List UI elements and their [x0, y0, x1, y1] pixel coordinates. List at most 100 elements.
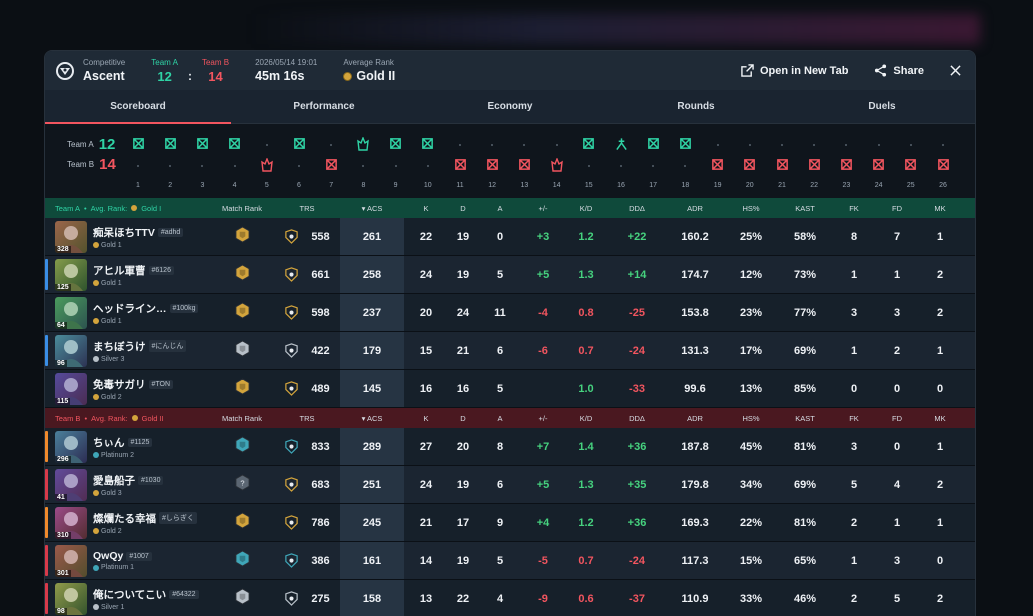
share-button[interactable]: Share: [874, 64, 924, 77]
player-name[interactable]: 俺についてこい: [93, 588, 167, 601]
round-number[interactable]: 2: [168, 182, 173, 189]
col-match-rank[interactable]: Match Rank: [221, 203, 263, 213]
col-kd[interactable]: K/D: [579, 203, 593, 213]
kast-value: 85%: [793, 382, 817, 395]
col-mk[interactable]: MK: [934, 203, 946, 213]
agent-avatar[interactable]: 41: [55, 468, 87, 501]
round-number[interactable]: 9: [393, 182, 398, 189]
player-row[interactable]: 41 愛島船子 #1030 Gold 3 ? 683 251 24 19 6: [45, 466, 975, 504]
col-acs[interactable]: ▾ ACS: [361, 203, 383, 213]
col-kast[interactable]: KAST: [795, 413, 815, 423]
round-number[interactable]: 4: [232, 182, 237, 189]
col-k[interactable]: K: [423, 203, 429, 213]
col-trs[interactable]: TRS: [299, 413, 315, 423]
col-a[interactable]: A: [497, 413, 503, 423]
player-row[interactable]: 125 アヒル軍曹 #6126 Gold 1 661 258 24 19 5: [45, 256, 975, 294]
player-name[interactable]: 愛島船子: [93, 474, 135, 487]
col-mk[interactable]: MK: [934, 413, 946, 423]
round-number[interactable]: 12: [488, 182, 497, 189]
col-plus-minus[interactable]: +/-: [538, 203, 548, 213]
col-kast[interactable]: KAST: [795, 203, 815, 213]
agent-avatar[interactable]: 98: [55, 582, 87, 615]
kills-value: 15: [419, 344, 433, 357]
round-number[interactable]: 11: [456, 182, 464, 189]
dda-value: +22: [627, 230, 647, 243]
player-row[interactable]: 96 まちぼうけ #にんじん Silver 3 422 179 15 21: [45, 332, 975, 370]
player-row[interactable]: 328 痴呆ほちTTV #adhd Gold 1 558 261 22 19: [45, 218, 975, 256]
player-name[interactable]: アヒル軍曹: [93, 264, 146, 277]
round-number[interactable]: 19: [713, 182, 722, 189]
player-row[interactable]: 301 QwQy #1007 Platinum 1 386 161 14 19: [45, 542, 975, 580]
col-adr[interactable]: ADR: [687, 203, 703, 213]
plus-minus-value: -5: [538, 554, 548, 567]
round-number[interactable]: 25: [906, 182, 915, 189]
round-number[interactable]: 1: [136, 182, 140, 189]
player-name[interactable]: 燦爛たる幸福: [93, 512, 156, 525]
col-d[interactable]: D: [460, 413, 466, 423]
player-row[interactable]: 64 ヘッドライン… #100kg Gold 1 598 237 20 24: [45, 294, 975, 332]
tab-economy[interactable]: Economy: [487, 101, 533, 112]
agent-avatar[interactable]: 115: [55, 372, 87, 405]
rank-icon: [93, 564, 99, 571]
round-number[interactable]: 7: [329, 182, 334, 189]
player-row[interactable]: 296 ちぃん #1125 Platinum 2 833 289 27 20: [45, 428, 975, 466]
player-name[interactable]: ちぃん: [93, 436, 125, 449]
col-kd[interactable]: K/D: [579, 413, 593, 423]
col-a[interactable]: A: [497, 203, 503, 213]
col-fk[interactable]: FK: [849, 413, 859, 423]
col-adr[interactable]: ADR: [687, 413, 703, 423]
col-dda[interactable]: DDΔ: [629, 413, 645, 423]
agent-avatar[interactable]: 301: [55, 544, 87, 577]
agent-avatar[interactable]: 64: [55, 296, 87, 329]
round-number[interactable]: 26: [939, 182, 947, 189]
player-row[interactable]: 115 免毒サガリ #TON Gold 2 489 145 16 16 5: [45, 370, 975, 408]
player-name[interactable]: まちぼうけ: [93, 340, 146, 353]
player-row[interactable]: 310 燦爛たる幸福 #しらぎく Gold 2 786 245 21 17: [45, 504, 975, 542]
round-number[interactable]: 23: [842, 182, 851, 189]
round-number[interactable]: 13: [520, 182, 529, 189]
col-fk[interactable]: FK: [849, 203, 859, 213]
col-dda[interactable]: DDΔ: [629, 203, 645, 213]
player-name[interactable]: QwQy: [93, 550, 124, 562]
round-number[interactable]: 17: [649, 182, 658, 189]
col-match-rank[interactable]: Match Rank: [221, 413, 263, 423]
col-plus-minus[interactable]: +/-: [538, 413, 548, 423]
col-fd[interactable]: FD: [892, 413, 902, 423]
round-number[interactable]: 5: [264, 182, 269, 189]
round-number[interactable]: 10: [423, 182, 432, 189]
round-number[interactable]: 18: [681, 182, 690, 189]
agent-avatar[interactable]: 310: [55, 506, 87, 539]
col-acs[interactable]: ▾ ACS: [361, 413, 383, 423]
col-k[interactable]: K: [423, 413, 429, 423]
tab-scoreboard[interactable]: Scoreboard: [45, 90, 231, 124]
agent-avatar[interactable]: 328: [55, 220, 87, 253]
round-number[interactable]: 8: [361, 182, 366, 189]
agent-avatar[interactable]: 125: [55, 258, 87, 291]
player-name[interactable]: ヘッドライン…: [93, 302, 167, 315]
agent-avatar[interactable]: 296: [55, 430, 87, 463]
round-number[interactable]: 16: [617, 182, 625, 189]
col-hs[interactable]: HS%: [742, 203, 760, 213]
open-new-tab-button[interactable]: Open in New Tab: [741, 64, 848, 77]
round-number[interactable]: 14: [552, 182, 561, 189]
round-number[interactable]: 22: [810, 182, 819, 189]
col-trs[interactable]: TRS: [299, 203, 315, 213]
player-row[interactable]: 98 俺についてこい #64322 Silver 1 275 158 13 22: [45, 580, 975, 616]
round-number[interactable]: 21: [778, 182, 786, 189]
round-number[interactable]: 3: [200, 182, 205, 189]
col-d[interactable]: D: [460, 203, 466, 213]
agent-avatar[interactable]: 96: [55, 334, 87, 367]
col-hs[interactable]: HS%: [742, 413, 760, 423]
round-number[interactable]: 20: [745, 182, 754, 189]
round-placeholder-dot: [909, 144, 912, 146]
round-number[interactable]: 24: [874, 182, 883, 189]
tab-rounds[interactable]: Rounds: [677, 101, 715, 112]
col-fd[interactable]: FD: [892, 203, 902, 213]
close-icon[interactable]: [950, 65, 961, 76]
player-name[interactable]: 免毒サガリ: [93, 378, 146, 391]
round-number[interactable]: 6: [297, 182, 301, 189]
player-name[interactable]: 痴呆ほちTTV: [93, 226, 155, 239]
round-number[interactable]: 15: [584, 182, 593, 189]
tab-performance[interactable]: Performance: [293, 101, 355, 112]
tab-duels[interactable]: Duels: [868, 101, 896, 112]
